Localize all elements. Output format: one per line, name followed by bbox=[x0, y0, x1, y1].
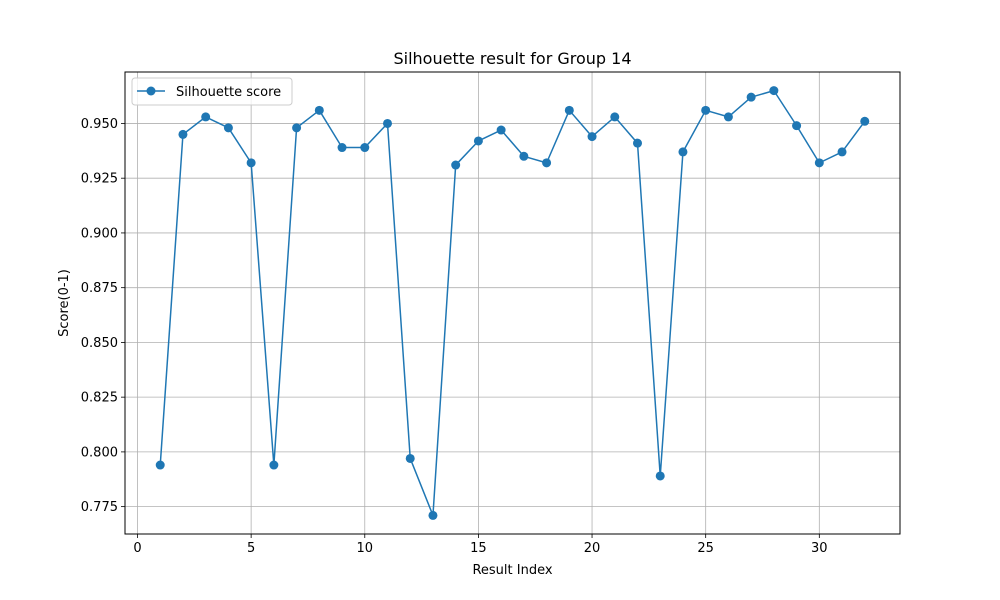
data-point bbox=[860, 116, 870, 126]
x-tick-label: 10 bbox=[356, 541, 373, 556]
x-tick-label: 30 bbox=[811, 541, 828, 556]
x-tick-label: 0 bbox=[133, 541, 141, 556]
data-point bbox=[542, 158, 552, 168]
data-point bbox=[587, 132, 597, 142]
x-tick-label: 15 bbox=[470, 541, 487, 556]
x-tick-label: 25 bbox=[697, 541, 714, 556]
data-point bbox=[246, 158, 256, 168]
legend-marker-swatch bbox=[146, 86, 156, 96]
legend-box bbox=[131, 77, 293, 106]
data-point bbox=[564, 105, 574, 115]
y-tick-label: 0.950 bbox=[81, 117, 118, 132]
y-tick-label: 0.900 bbox=[81, 226, 118, 241]
y-tick-label: 0.875 bbox=[81, 281, 118, 296]
x-axis-title: Result Index bbox=[472, 563, 552, 578]
y-axis-ticks: 0.775 0.800 0.825 0.850 0.875 0.900 0.925 0.950 bbox=[81, 117, 125, 515]
x-tick-label: 20 bbox=[584, 541, 601, 556]
x-tick-label: 5 bbox=[247, 541, 255, 556]
data-point bbox=[155, 460, 165, 470]
data-point bbox=[178, 129, 188, 139]
data-point bbox=[746, 92, 756, 102]
y-tick-label: 0.925 bbox=[81, 172, 118, 187]
data-point bbox=[292, 123, 302, 133]
data-point bbox=[269, 460, 279, 470]
data-point bbox=[223, 123, 233, 133]
y-tick-label: 0.775 bbox=[81, 500, 118, 515]
data-point bbox=[360, 143, 370, 153]
data-point bbox=[473, 136, 483, 146]
data-point bbox=[792, 121, 802, 131]
y-tick-label: 0.825 bbox=[81, 391, 118, 406]
series-markers bbox=[155, 86, 870, 520]
data-point bbox=[337, 143, 347, 153]
data-point bbox=[405, 453, 415, 463]
data-point bbox=[723, 112, 733, 122]
y-tick-label: 0.800 bbox=[81, 445, 118, 460]
data-point bbox=[383, 118, 392, 128]
data-point bbox=[610, 112, 620, 122]
data-point bbox=[633, 138, 642, 148]
data-point bbox=[201, 112, 211, 122]
series-line bbox=[159, 89, 866, 517]
y-axis-title: Score(0-1) bbox=[57, 269, 72, 337]
series-lines bbox=[159, 89, 866, 517]
data-point bbox=[428, 510, 438, 520]
x-axis-ticks: 0 5 10 15 20 25 30 bbox=[133, 534, 828, 556]
data-point bbox=[837, 147, 847, 157]
chart-title: Silhouette result for Group 14 bbox=[393, 49, 631, 68]
data-point bbox=[678, 147, 688, 157]
legend: Silhouette score bbox=[131, 77, 293, 106]
legend-label: Silhouette score bbox=[176, 85, 281, 100]
data-point bbox=[701, 105, 711, 115]
data-point bbox=[519, 151, 529, 161]
data-point bbox=[769, 86, 779, 96]
data-point bbox=[314, 105, 324, 115]
data-point bbox=[814, 158, 824, 168]
y-tick-label: 0.850 bbox=[81, 336, 118, 351]
plot-area-frame bbox=[124, 71, 901, 535]
data-point bbox=[496, 125, 506, 135]
data-point bbox=[451, 160, 461, 170]
data-point bbox=[655, 471, 665, 481]
